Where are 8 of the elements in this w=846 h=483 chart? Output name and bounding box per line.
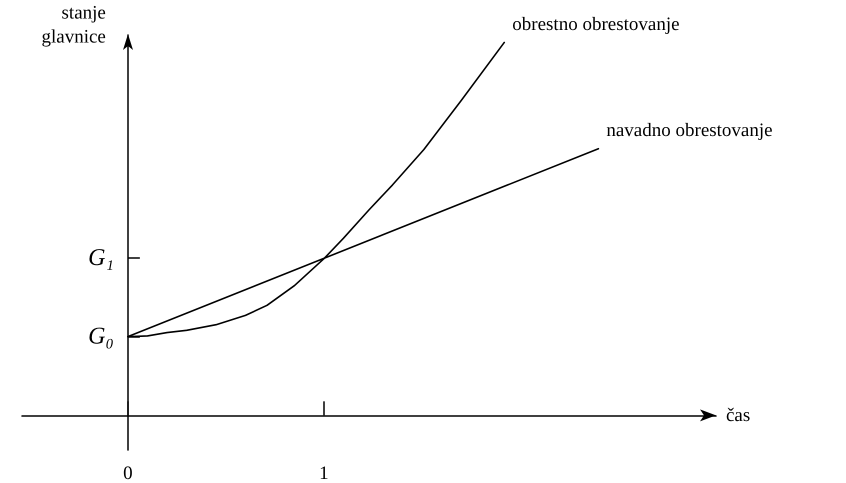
annotation: G₀	[88, 324, 114, 350]
x-axis-title: čas	[726, 404, 750, 426]
series-label: navadno obrestovanje	[606, 120, 773, 142]
y-axis-title: stanje glavnice	[42, 2, 106, 48]
series-label: obrestno obrestovanje	[512, 14, 680, 35]
annotation: G₁	[88, 245, 114, 272]
x-tick-label: 1	[319, 463, 329, 483]
x-tick-label: 0	[123, 463, 133, 483]
